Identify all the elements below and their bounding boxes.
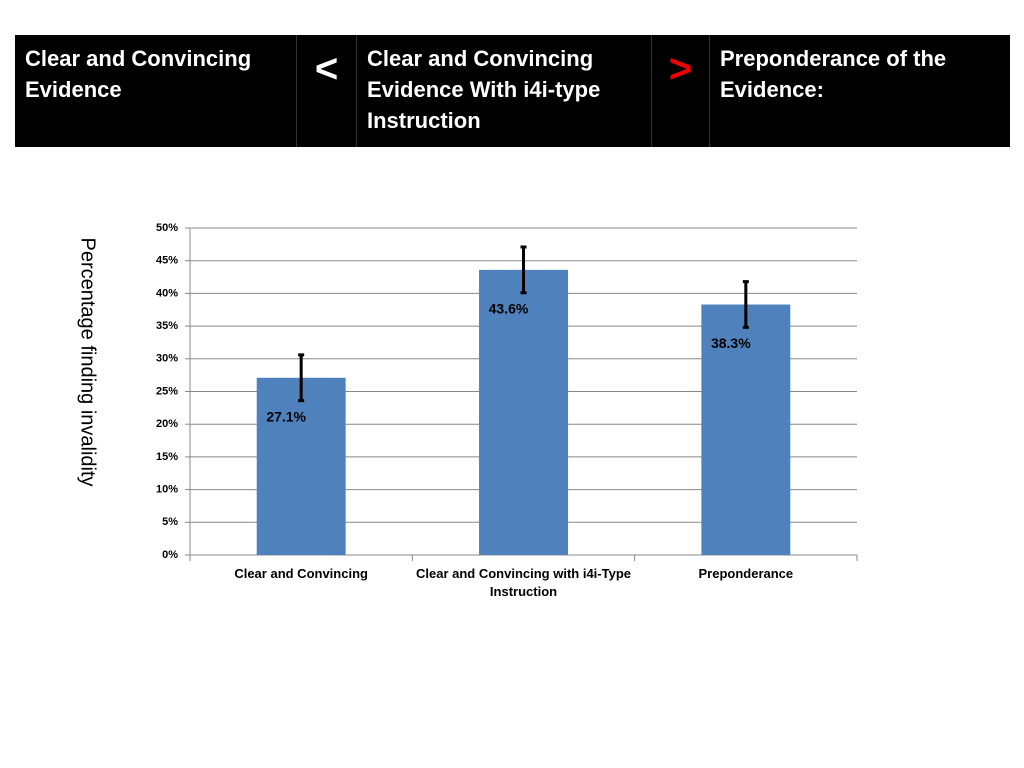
error-bar bbox=[742, 280, 749, 329]
y-tick-label: 10% bbox=[156, 484, 178, 496]
error-bar bbox=[520, 245, 527, 295]
y-tick-label: 30% bbox=[156, 353, 178, 365]
comparison-symbol: < bbox=[297, 35, 357, 147]
y-axis-label: Percentage finding invalidity bbox=[77, 237, 99, 486]
header-cell: Clear and Convincing Evidence bbox=[15, 35, 297, 147]
data-label: 27.1% bbox=[266, 408, 306, 424]
y-tick-label: 15% bbox=[156, 451, 178, 463]
x-tick-label: Clear and Convincing with i4i-Type Instr… bbox=[415, 566, 631, 599]
y-tick-label: 0% bbox=[162, 549, 178, 561]
data-label: 43.6% bbox=[489, 301, 529, 317]
y-tick-label: 45% bbox=[156, 255, 178, 267]
header-cell: Preponderance of the Evidence: bbox=[720, 46, 947, 102]
y-tick-label: 5% bbox=[162, 516, 178, 528]
comparison-symbol: > bbox=[652, 35, 710, 147]
y-tick-label: 40% bbox=[156, 287, 178, 299]
error-bar bbox=[298, 353, 305, 403]
bar bbox=[701, 304, 791, 555]
x-tick-label: Clear and Convincing bbox=[234, 566, 368, 581]
y-tick-label: 20% bbox=[156, 418, 178, 430]
header-cell: Clear and Convincing Evidence With i4i-t… bbox=[357, 35, 652, 147]
y-tick-label: 50% bbox=[156, 222, 178, 234]
bar bbox=[256, 377, 346, 555]
data-label: 38.3% bbox=[711, 335, 751, 351]
y-tick-label: 35% bbox=[156, 320, 178, 332]
header-table: Clear and Convincing Evidence < Clear an… bbox=[15, 35, 1010, 147]
x-tick-label: Preponderance bbox=[698, 566, 794, 581]
y-tick-label: 25% bbox=[156, 385, 178, 397]
bar bbox=[479, 269, 568, 555]
